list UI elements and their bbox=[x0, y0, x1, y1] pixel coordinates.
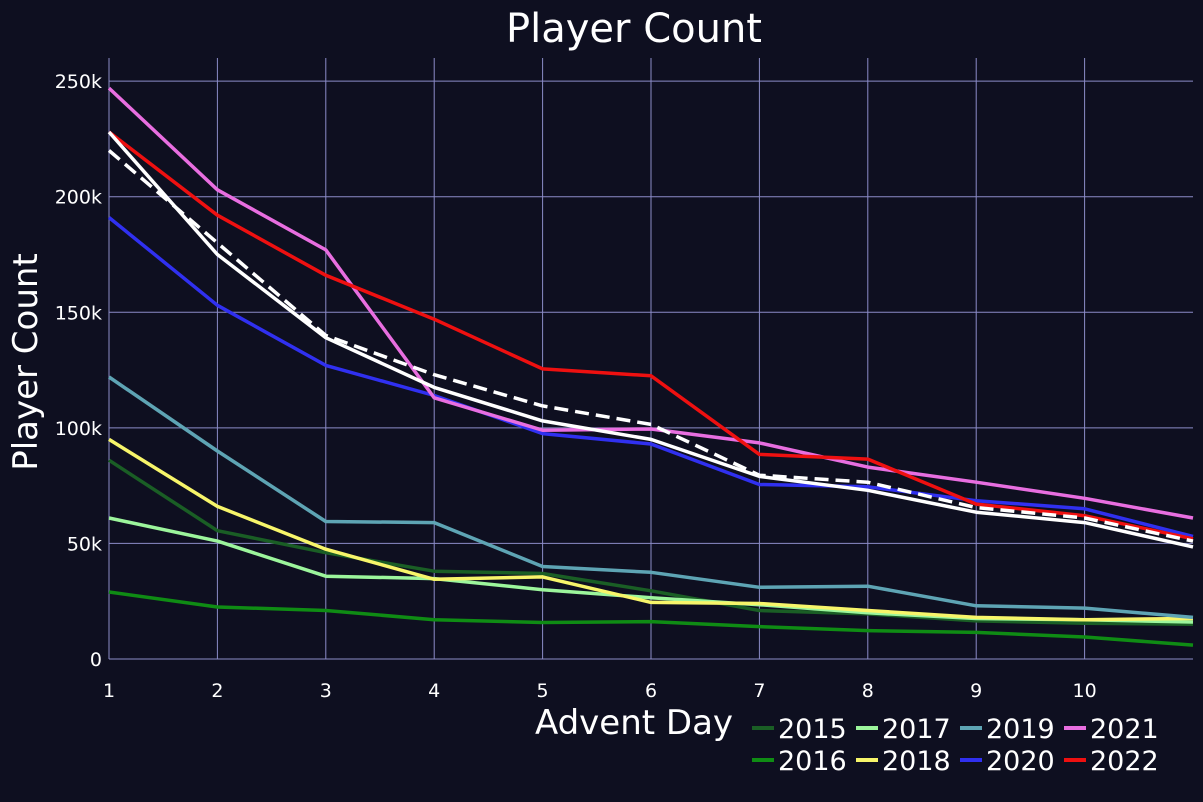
legend-label: 2015 bbox=[778, 714, 847, 745]
series-line-2015 bbox=[108, 458, 1194, 627]
y-tick-labels: 0 50k 100k 150k 200k 250k bbox=[55, 71, 102, 671]
x-tick-label: 4 bbox=[428, 680, 440, 702]
overall-dashed-line bbox=[107, 149, 1194, 543]
series-line-2016 bbox=[108, 590, 1194, 647]
y-tick-label: 100k bbox=[55, 418, 102, 440]
series-line-2019 bbox=[108, 375, 1194, 620]
y-tick-label: 200k bbox=[55, 187, 102, 209]
x-tick-label: 1 bbox=[103, 680, 115, 702]
y-axis-label: Player Count bbox=[6, 253, 46, 471]
legend-label: 2021 bbox=[1090, 714, 1159, 745]
x-tick-label: 9 bbox=[970, 680, 982, 702]
x-tick-label: 8 bbox=[862, 680, 874, 702]
x-tick-label: 2 bbox=[211, 680, 223, 702]
x-tick-label: 6 bbox=[645, 680, 657, 702]
legend-label: 2020 bbox=[986, 746, 1055, 777]
series-line-2020 bbox=[107, 216, 1194, 539]
x-axis-label: Advent Day bbox=[535, 703, 733, 743]
y-tick-label: 0 bbox=[90, 649, 102, 671]
x-tick-labels: 1 2 3 4 5 6 7 8 9 10 bbox=[103, 680, 1097, 702]
grid bbox=[108, 58, 1193, 660]
x-tick-label: 5 bbox=[537, 680, 549, 702]
series-lines bbox=[107, 86, 1194, 647]
series-line-2018 bbox=[108, 437, 1194, 622]
legend-label: 2018 bbox=[882, 746, 951, 777]
legend-label: 2019 bbox=[986, 714, 1055, 745]
series-line-2021 bbox=[107, 86, 1194, 520]
legend-label: 2017 bbox=[882, 714, 951, 745]
y-tick-label: 250k bbox=[55, 71, 102, 93]
y-tick-label: 150k bbox=[55, 302, 102, 324]
x-tick-label: 7 bbox=[753, 680, 765, 702]
x-tick-label: 10 bbox=[1073, 680, 1097, 702]
x-tick-label: 3 bbox=[320, 680, 332, 702]
chart-title: Player Count bbox=[506, 6, 762, 52]
legend-label: 2016 bbox=[778, 746, 847, 777]
y-tick-label: 50k bbox=[67, 533, 102, 555]
series-line-2022 bbox=[107, 130, 1194, 541]
legend-label: 2022 bbox=[1090, 746, 1159, 777]
overall-solid-line bbox=[107, 130, 1194, 549]
